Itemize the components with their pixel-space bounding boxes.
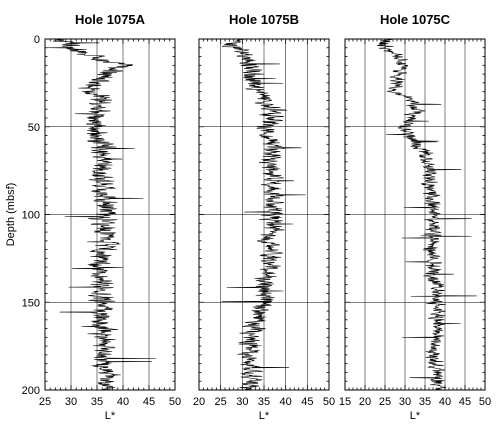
x-tick-label: 45 xyxy=(459,396,471,408)
x-tick-label: 20 xyxy=(193,396,205,408)
x-tick-label: 45 xyxy=(143,396,155,408)
x-tick-label: 35 xyxy=(91,396,103,408)
x-tick-label: 30 xyxy=(65,396,77,408)
y-tick-label: 150 xyxy=(22,297,40,309)
x-tick-label: 25 xyxy=(215,396,227,408)
series-line xyxy=(221,38,306,391)
y-tick-label: 100 xyxy=(22,210,40,222)
y-axis-label: Depth (mbsf) xyxy=(5,183,17,247)
x-axis-label: L* xyxy=(105,410,116,422)
x-tick-label: 45 xyxy=(301,396,313,408)
x-tick-label: 50 xyxy=(323,396,335,408)
x-tick-label: 40 xyxy=(439,396,451,408)
y-tick-label: 200 xyxy=(22,385,40,397)
x-tick-label: 40 xyxy=(117,396,129,408)
x-tick-label: 30 xyxy=(236,396,248,408)
y-tick-label: 50 xyxy=(28,122,40,134)
x-tick-label: 25 xyxy=(379,396,391,408)
x-tick-label: 50 xyxy=(479,396,491,408)
x-tick-label: 50 xyxy=(169,396,181,408)
x-tick-label: 40 xyxy=(280,396,292,408)
x-tick-label: 20 xyxy=(359,396,371,408)
panel-3: Hole 1075C 15 20 25 30 35 40 45 50 L* xyxy=(339,12,491,422)
y-tick-label: 0 xyxy=(34,34,40,46)
x-tick-label: 25 xyxy=(39,396,51,408)
panel-1: Hole 1075A 25 30 35 40 45 50 0 50 100 150 200 L* xyxy=(22,12,181,422)
series-line xyxy=(376,38,477,391)
x-axis-label: L* xyxy=(259,410,270,422)
x-tick-label: 15 xyxy=(339,396,351,408)
panel-title: Hole 1075A xyxy=(75,12,146,27)
x-tick-label: 30 xyxy=(399,396,411,408)
x-tick-label: 35 xyxy=(258,396,270,408)
x-tick-label: 35 xyxy=(419,396,431,408)
x-axis-label: L* xyxy=(410,410,421,422)
panel-title: Hole 1075B xyxy=(229,12,299,27)
panel-2: Hole 1075B 20 25 30 35 40 45 50 L* xyxy=(193,12,335,422)
panel-title: Hole 1075C xyxy=(380,12,451,27)
series-line xyxy=(47,38,157,391)
